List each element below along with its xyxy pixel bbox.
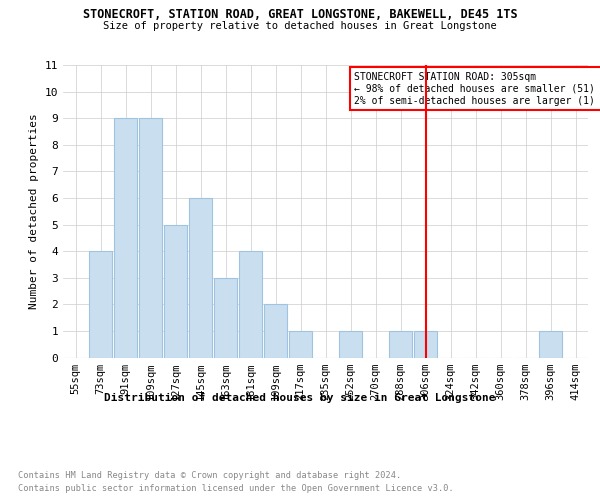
Text: Contains public sector information licensed under the Open Government Licence v3: Contains public sector information licen… xyxy=(18,484,454,493)
Bar xyxy=(188,198,212,358)
Bar xyxy=(289,331,313,357)
Bar xyxy=(263,304,287,358)
Text: Distribution of detached houses by size in Great Longstone: Distribution of detached houses by size … xyxy=(104,392,496,402)
Y-axis label: Number of detached properties: Number of detached properties xyxy=(29,114,39,309)
Bar xyxy=(338,331,362,357)
Text: Contains HM Land Registry data © Crown copyright and database right 2024.: Contains HM Land Registry data © Crown c… xyxy=(18,471,401,480)
Bar xyxy=(164,224,187,358)
Text: Size of property relative to detached houses in Great Longstone: Size of property relative to detached ho… xyxy=(103,21,497,31)
Bar xyxy=(139,118,163,358)
Bar xyxy=(389,331,412,357)
Text: STONECROFT STATION ROAD: 305sqm
← 98% of detached houses are smaller (51)
2% of : STONECROFT STATION ROAD: 305sqm ← 98% of… xyxy=(355,72,600,106)
Bar xyxy=(113,118,137,358)
Text: STONECROFT, STATION ROAD, GREAT LONGSTONE, BAKEWELL, DE45 1TS: STONECROFT, STATION ROAD, GREAT LONGSTON… xyxy=(83,8,517,20)
Bar xyxy=(413,331,437,357)
Bar xyxy=(539,331,562,357)
Bar xyxy=(239,251,262,358)
Bar xyxy=(89,251,112,358)
Bar xyxy=(214,278,238,357)
